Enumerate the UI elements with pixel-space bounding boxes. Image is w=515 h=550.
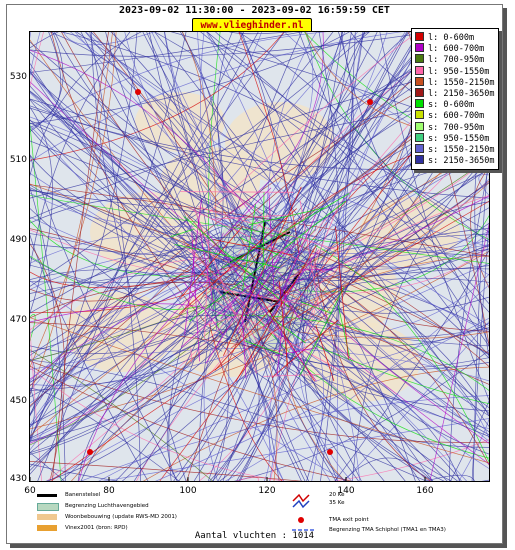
legend-label: s: 2150-3650m	[428, 156, 495, 167]
legend-item: s: 1550-2150m	[415, 144, 495, 155]
legend-swatch	[415, 32, 424, 41]
y-tick-label: 470	[9, 315, 27, 325]
key-label: Banenstelsel	[65, 492, 101, 498]
legend-item: s: 700-950m	[415, 121, 485, 133]
y-tick-label: 490	[9, 235, 27, 245]
y-tick-label: 510	[9, 155, 27, 165]
legend-swatch	[415, 132, 424, 142]
legend-item: s: 0-600m	[415, 99, 474, 110]
y-tick-label: 450	[9, 396, 27, 406]
legend-swatch	[415, 144, 424, 153]
key-tma-boundary: Begrenzing TMA Schiphol (TMA1 en TMA3)	[329, 527, 446, 533]
legend-swatch	[415, 110, 424, 120]
boundary-swatch	[37, 503, 59, 511]
key-label: Vinex2001 (bron: RPD)	[65, 525, 128, 531]
legend-item: l: 2150-3650m	[415, 88, 495, 99]
key-runways: Banenstelsel	[29, 492, 229, 499]
legend-label: l: 0-600m	[428, 33, 475, 43]
altitude-legend: l: 0-600m l: 600-700m l: 700-950m l: 950-15…	[411, 28, 499, 170]
legend-label: s: 600-700m	[428, 111, 485, 122]
legend-item: l: 600-700m	[415, 43, 484, 54]
key-label: Begrenzing Luchthavengebied	[65, 503, 149, 509]
legend-swatch	[415, 121, 424, 131]
legend-label: s: 950-1550m	[428, 133, 490, 144]
x-tick-label: 120	[258, 486, 276, 496]
tma-exit-point-icon	[298, 517, 304, 523]
x-tick-label: 80	[103, 486, 115, 496]
x-tick-label: 100	[179, 486, 197, 496]
legend-swatch	[415, 65, 424, 75]
legend-label: l: 700-950m	[428, 55, 485, 66]
key-residential: Woonbebouwing (update RWS-MD 2001)	[29, 514, 229, 521]
legend-label: l: 1550-2150m	[428, 77, 495, 88]
flight-track-svg	[30, 32, 489, 481]
page-title: 2023-09-02 11:30:00 - 2023-09-02 16:59:5…	[119, 5, 390, 16]
legend-swatch	[415, 99, 424, 109]
legend-label: l: 950-1550m	[428, 66, 490, 77]
legend-item: l: 0-600m	[415, 32, 474, 43]
legend-label: s: 0-600m	[428, 100, 475, 111]
vinex-swatch	[37, 525, 57, 531]
legend-swatch	[415, 43, 424, 53]
key-vinex: Vinex2001 (bron: RPD)	[29, 525, 229, 532]
legend-swatch	[415, 155, 424, 165]
flight-count: Aantal vluchten : 1014	[194, 531, 315, 541]
legend-label: l: 2150-3650m	[428, 89, 495, 99]
tma-boundary-icon	[292, 529, 314, 531]
x-tick-label: 140	[337, 486, 355, 496]
key-20ke: 20 Ke	[329, 492, 345, 498]
x-tick-label: 60	[24, 486, 36, 496]
x-tick-label: 160	[416, 486, 434, 496]
runway-swatch	[37, 494, 57, 497]
legend-item: l: 950-1550m	[415, 65, 490, 77]
legend-label: s: 700-950m	[428, 122, 485, 133]
noise-contour-icon	[292, 493, 310, 509]
map-key: Banenstelsel Begrenzing Luchthavengebied…	[29, 489, 488, 535]
flight-track-map[interactable]	[29, 31, 490, 482]
legend-swatch	[415, 76, 424, 86]
legend-item: s: 2150-3650m	[415, 155, 495, 166]
legend-label: l: 600-700m	[428, 44, 485, 55]
legend-item: s: 600-700m	[415, 110, 484, 121]
legend-item: l: 1550-2150m	[415, 76, 495, 88]
legend-swatch	[415, 54, 424, 64]
legend-label: s: 1550-2150m	[428, 145, 495, 155]
legend-item: l: 700-950m	[415, 54, 484, 65]
legend-swatch	[415, 88, 424, 97]
legend-item: s: 950-1550m	[415, 132, 490, 144]
key-tma-exit: TMA exit point	[329, 517, 369, 523]
y-tick-label: 430	[9, 474, 27, 484]
key-airport-boundary: Begrenzing Luchthavengebied	[29, 503, 229, 511]
residential-swatch	[37, 514, 57, 520]
key-label: Woonbebouwing (update RWS-MD 2001)	[65, 514, 177, 520]
map-frame: 2023-09-02 11:30:00 - 2023-09-02 16:59:5…	[6, 4, 503, 544]
y-tick-label: 530	[9, 72, 27, 82]
key-35ke: 35 Ke	[329, 500, 345, 506]
